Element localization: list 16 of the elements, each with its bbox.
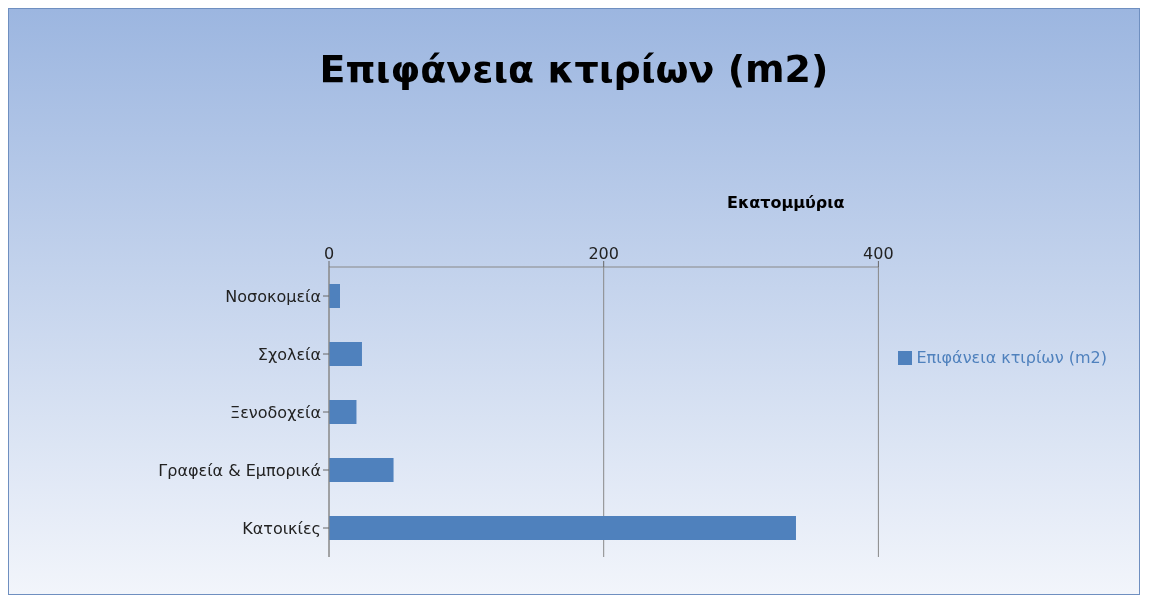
bar [329,400,357,424]
y-tick-label: Γραφεία & Εμπορικά [158,460,321,480]
bar [329,516,796,540]
y-tick-label: Ξενοδοχεία [230,402,321,422]
bar [329,284,340,308]
x-tick-label: 0 [323,244,335,263]
y-tick-label: Σχολεία [257,344,321,364]
bar [329,342,362,366]
chart-title: Επιφάνεια κτιρίων (m2) [318,46,830,93]
legend-label: Επιφάνεια κτιρίων (m2) [916,347,1107,367]
x-axis-title: Εκατομμύρια [727,193,845,212]
x-tick-label: 400 [863,244,894,263]
y-tick-label: Νοσοκομεία [225,286,321,306]
bar [329,458,394,482]
x-tick-label: 200 [588,244,619,263]
y-tick-label: Κατοικίες [242,518,321,538]
